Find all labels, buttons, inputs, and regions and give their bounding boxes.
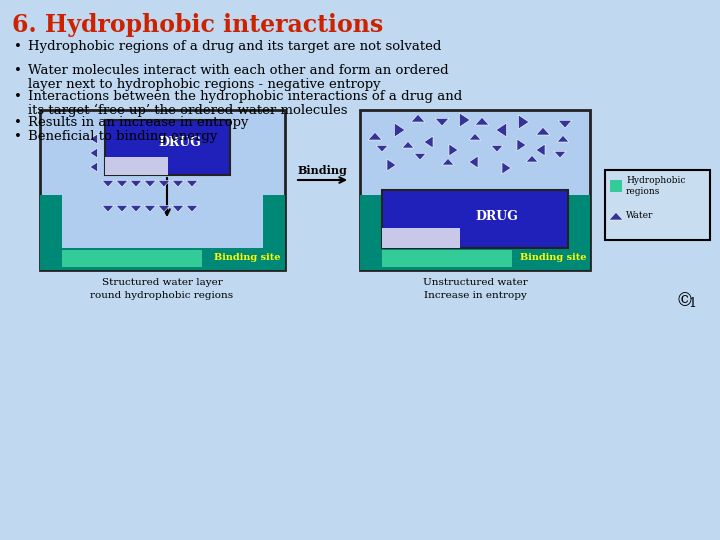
Bar (360, 248, 590, 270)
Bar (382, 228, 460, 248)
Text: •: • (14, 40, 22, 53)
Bar (360, 195, 382, 270)
Polygon shape (172, 205, 184, 212)
Bar (360, 110, 590, 270)
Bar (610, 180, 622, 192)
Bar (568, 195, 590, 270)
Polygon shape (186, 205, 198, 212)
Polygon shape (449, 144, 458, 156)
Bar (40, 195, 62, 270)
Polygon shape (554, 151, 566, 158)
Polygon shape (376, 145, 388, 152)
Polygon shape (442, 158, 454, 165)
Text: Hydrophobic regions of a drug and its target are not solvated: Hydrophobic regions of a drug and its ta… (28, 40, 441, 53)
Bar (40, 248, 285, 270)
Text: Results in an increase in entropy: Results in an increase in entropy (28, 116, 248, 129)
Polygon shape (144, 205, 156, 212)
Polygon shape (496, 123, 506, 137)
Text: Water molecules interact with each other and form an ordered: Water molecules interact with each other… (28, 64, 449, 77)
Text: •: • (14, 90, 22, 103)
Polygon shape (130, 205, 142, 212)
Bar (382, 190, 568, 248)
Polygon shape (459, 113, 470, 127)
Polygon shape (172, 180, 184, 187)
Polygon shape (158, 205, 170, 212)
Text: Beneficial to binding energy: Beneficial to binding energy (28, 130, 217, 143)
Polygon shape (435, 118, 449, 126)
Text: its target ‘free up’ the ordered water molecules: its target ‘free up’ the ordered water m… (28, 104, 348, 117)
Bar (105, 120, 230, 175)
Polygon shape (102, 205, 114, 212)
Text: Binding site: Binding site (520, 253, 586, 262)
Polygon shape (90, 134, 97, 144)
Polygon shape (130, 180, 142, 187)
Polygon shape (491, 145, 503, 152)
Polygon shape (518, 115, 529, 129)
Polygon shape (116, 180, 128, 187)
Text: Increase in entropy: Increase in entropy (423, 291, 526, 300)
Text: Binding site: Binding site (215, 253, 281, 262)
Text: Hydrophobic
regions: Hydrophobic regions (626, 176, 685, 195)
Polygon shape (558, 120, 572, 128)
Polygon shape (102, 180, 114, 187)
Polygon shape (411, 114, 425, 122)
Text: Structured water layer: Structured water layer (102, 278, 222, 287)
Text: •: • (14, 130, 22, 143)
Polygon shape (414, 153, 426, 160)
Text: 1: 1 (688, 297, 696, 310)
Bar (105, 157, 168, 175)
Polygon shape (90, 148, 97, 158)
Text: Unstructured water: Unstructured water (423, 278, 527, 287)
Polygon shape (517, 139, 526, 151)
Text: round hydrophobic regions: round hydrophobic regions (91, 291, 233, 300)
Bar (263, 195, 285, 270)
Text: DRUG: DRUG (158, 136, 202, 148)
Polygon shape (402, 141, 414, 148)
Polygon shape (158, 180, 170, 187)
Bar (62, 250, 202, 267)
Polygon shape (536, 127, 550, 135)
Polygon shape (424, 136, 433, 148)
Text: layer next to hydrophobic regions - negative entropy: layer next to hydrophobic regions - nega… (28, 78, 381, 91)
Polygon shape (536, 144, 545, 156)
Text: •: • (14, 64, 22, 77)
Bar (382, 250, 512, 267)
Polygon shape (395, 123, 405, 137)
Polygon shape (469, 156, 478, 168)
Text: •: • (14, 116, 22, 129)
Polygon shape (186, 180, 198, 187)
Polygon shape (368, 132, 382, 140)
Text: Binding: Binding (297, 165, 348, 176)
Polygon shape (609, 212, 623, 220)
Polygon shape (144, 180, 156, 187)
Polygon shape (116, 205, 128, 212)
Text: ©: © (675, 292, 693, 310)
Polygon shape (387, 159, 396, 171)
Bar (605, 170, 710, 240)
Polygon shape (90, 162, 97, 172)
Polygon shape (557, 136, 569, 142)
Bar (40, 110, 285, 270)
Polygon shape (502, 162, 511, 174)
Text: 6. Hydrophobic interactions: 6. Hydrophobic interactions (12, 13, 383, 37)
Polygon shape (526, 156, 538, 162)
Text: Interactions between the hydrophobic interactions of a drug and: Interactions between the hydrophobic int… (28, 90, 462, 103)
Polygon shape (469, 133, 481, 140)
Polygon shape (475, 117, 489, 125)
Text: Water: Water (626, 212, 653, 220)
Text: DRUG: DRUG (476, 210, 518, 222)
